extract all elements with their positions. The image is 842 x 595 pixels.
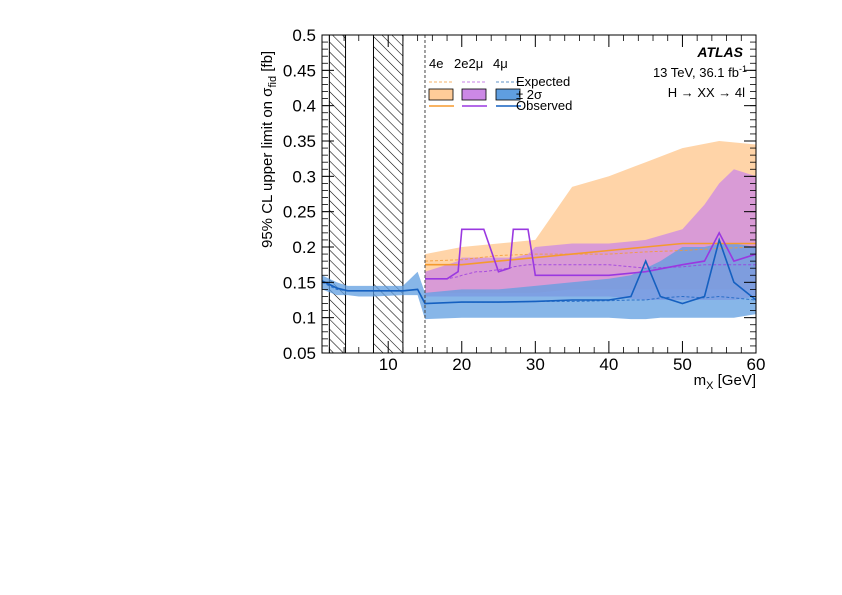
y-tick-label: 0.45	[283, 61, 316, 80]
legend-band-4mu	[495, 88, 521, 101]
legend-channel-4e: 4e	[429, 56, 443, 71]
y-tick-label: 0.35	[283, 132, 316, 151]
process-label: H → XX → 4l	[668, 85, 745, 100]
x-tick-label: 20	[452, 355, 471, 374]
observed-line-4mu	[322, 237, 756, 305]
y-axis-title-sub: fid	[267, 76, 279, 88]
observed-line-2e2mu	[425, 228, 756, 280]
x-axis-title-sub: X	[706, 380, 714, 392]
legend-band-2e2mu	[461, 88, 487, 101]
legend-expected-label: Expected	[516, 74, 570, 89]
legend: 4e 2e2μ 4μ Expected ± 2σ Observed	[428, 56, 572, 113]
legend-band-label: ± 2σ	[516, 87, 542, 102]
y-axis-title-unit: [fb]	[259, 51, 276, 76]
x-axis-title-unit: [GeV]	[713, 372, 756, 389]
expected-line-2e2mu	[425, 264, 756, 280]
y-tick-label: 0.05	[283, 344, 316, 363]
y-axis-title-main: 95% CL upper limit on σ	[259, 87, 276, 248]
expected-line-4mu	[322, 281, 756, 305]
hatched-region	[372, 34, 404, 354]
energy-lumi-main: 13 TeV, 36.1 fb	[653, 65, 739, 80]
x-tick-label: 30	[526, 355, 545, 374]
hatched-region	[328, 34, 347, 354]
y-tick-label: 0.4	[292, 97, 316, 116]
observed-line-4e	[425, 242, 756, 266]
energy-lumi-label: 13 TeV, 36.1 fb-1	[653, 64, 747, 80]
legend-observed-label: Observed	[516, 98, 572, 113]
x-tick-label: 60	[747, 355, 766, 374]
y-tick-label: 0.15	[283, 273, 316, 292]
x-axis-title-main: m	[694, 372, 707, 389]
atlas-label: ATLAS	[696, 44, 743, 60]
excluded-mass-regions	[328, 34, 404, 354]
x-axis-title: mX [GeV]	[694, 372, 756, 392]
plot-frame	[321, 34, 757, 354]
y-tick-label: 0.2	[292, 238, 316, 257]
expected-line-4e	[424, 246, 756, 262]
legend-channel-2e2mu: 2e2μ	[454, 56, 483, 71]
y-tick-label: 0.5	[292, 26, 316, 45]
energy-lumi-sup: -1	[739, 64, 747, 74]
legend-channel-4mu: 4μ	[493, 56, 508, 71]
y-tick-label: 0.3	[292, 167, 316, 186]
x-tick-label: 40	[599, 355, 618, 374]
x-tick-label: 50	[673, 355, 692, 374]
axis-ticks: 0.05 0.1 0.15 0.2 0.25 0.3 0.35 0.4 0.45 0.5 10 20 3…	[283, 26, 766, 374]
y-tick-label: 0.1	[292, 309, 316, 328]
y-tick-label: 0.25	[283, 203, 316, 222]
x-tick-label: 10	[379, 355, 398, 374]
legend-band-4e	[428, 88, 454, 101]
y-axis-title: 95% CL upper limit on σfid [fb]	[259, 51, 279, 248]
limit-lines	[322, 228, 756, 305]
